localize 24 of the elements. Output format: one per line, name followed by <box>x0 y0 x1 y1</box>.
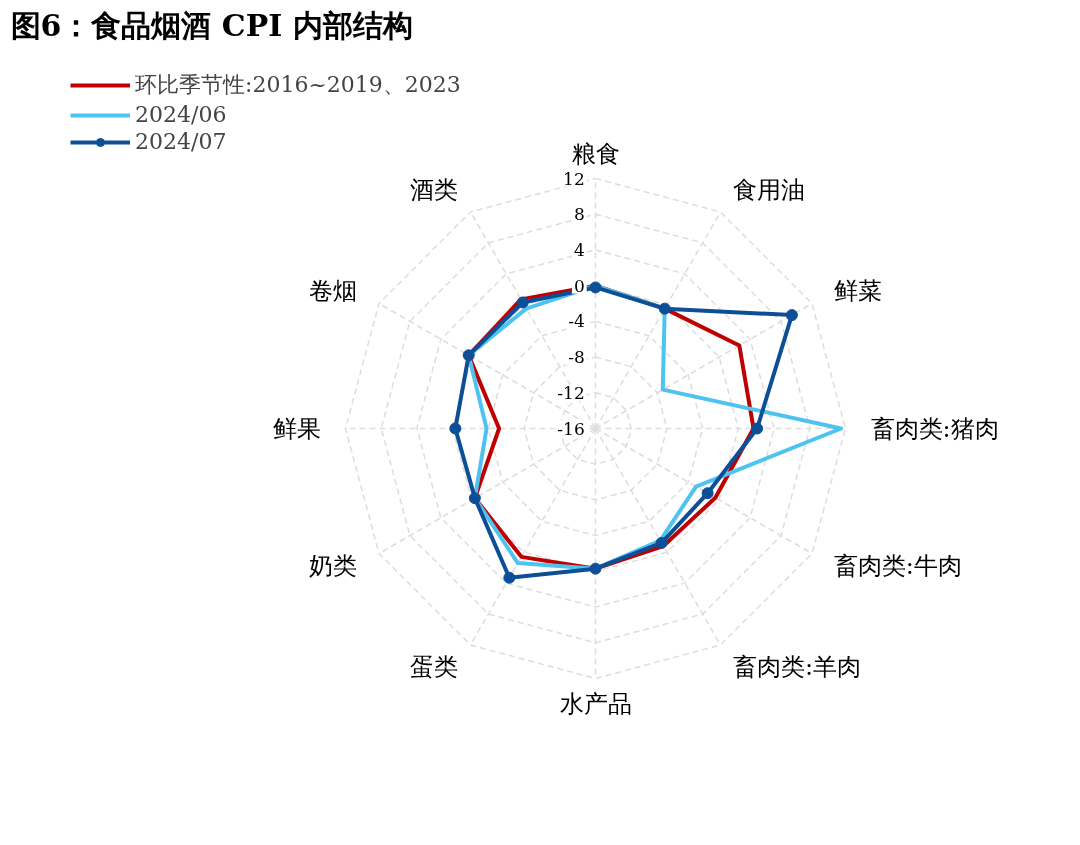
spoke-label: 卷烟 <box>309 277 358 305</box>
spoke-label: 食用油 <box>733 176 805 205</box>
spoke-label: 鲜菜 <box>833 277 882 305</box>
legend-label: 2024/06 <box>135 102 227 127</box>
chart-title: 图6：食品烟酒 CPI 内部结构 <box>10 8 413 43</box>
spoke-label: 奶类 <box>309 552 358 580</box>
y-tick-label: 4 <box>573 239 585 260</box>
y-tick-label: -12 <box>557 382 585 403</box>
spoke-label: 畜肉类:牛肉 <box>833 552 962 580</box>
spoke-label: 粮食 <box>571 139 620 168</box>
spoke-label: 酒类 <box>410 176 458 205</box>
y-tick-label: -4 <box>568 311 585 332</box>
y-tick-label: 0 <box>573 275 585 296</box>
spoke-label: 蛋类 <box>410 652 458 681</box>
spoke-label: 鲜果 <box>272 414 321 443</box>
spoke-label: 水产品 <box>559 689 632 718</box>
legend-label: 环比季节性:2016~2019、2023 <box>135 71 461 99</box>
legend-label: 2024/07 <box>135 129 227 154</box>
y-tick-label: 8 <box>573 204 585 225</box>
y-tick-label: 12 <box>563 168 585 189</box>
spoke-label: 畜肉类:羊肉 <box>733 652 862 681</box>
y-tick-label: -16 <box>557 418 585 439</box>
y-tick-label: -8 <box>568 347 585 368</box>
spoke-label: 畜肉类:猪肉 <box>870 414 999 443</box>
